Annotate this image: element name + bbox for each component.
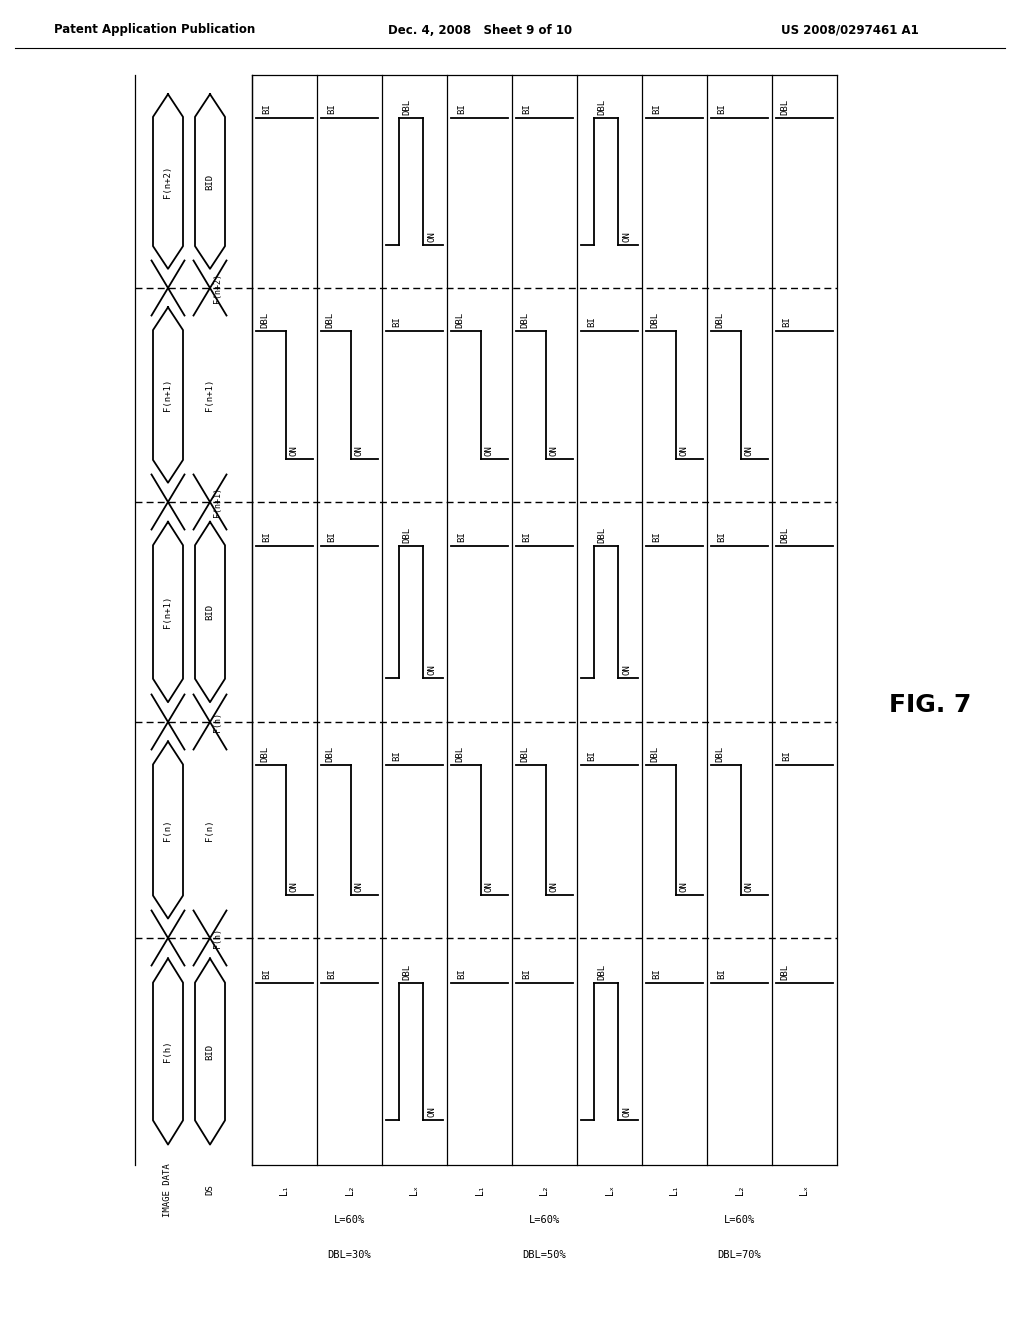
Text: DBL: DBL bbox=[715, 746, 724, 762]
Text: DBL: DBL bbox=[598, 527, 606, 543]
Text: Lₓ: Lₓ bbox=[800, 1185, 810, 1195]
Text: DBL: DBL bbox=[455, 312, 464, 327]
Text: ON: ON bbox=[427, 231, 436, 243]
Text: BI: BI bbox=[327, 103, 336, 114]
Text: ON: ON bbox=[550, 445, 559, 457]
Text: DBL: DBL bbox=[260, 746, 269, 762]
Text: BI: BI bbox=[717, 969, 726, 979]
Text: L₁: L₁ bbox=[670, 1185, 680, 1195]
Text: ON: ON bbox=[290, 880, 299, 892]
Text: ON: ON bbox=[354, 445, 364, 457]
Text: ON: ON bbox=[290, 445, 299, 457]
Text: DBL: DBL bbox=[402, 527, 412, 543]
Text: DS: DS bbox=[206, 1184, 214, 1196]
Text: BID: BID bbox=[206, 605, 214, 620]
Text: DBL: DBL bbox=[650, 312, 659, 327]
Text: BI: BI bbox=[522, 103, 531, 114]
Text: ON: ON bbox=[484, 880, 494, 892]
Text: ON: ON bbox=[680, 445, 688, 457]
Text: F(h): F(h) bbox=[164, 1040, 172, 1063]
Text: F(n): F(n) bbox=[206, 820, 214, 841]
Text: F(n+2): F(n+2) bbox=[164, 165, 172, 198]
Text: BI: BI bbox=[782, 751, 791, 762]
Text: ON: ON bbox=[427, 664, 436, 675]
Text: BI: BI bbox=[587, 315, 596, 327]
Text: L=60%: L=60% bbox=[528, 1214, 560, 1225]
Text: F(n+1): F(n+1) bbox=[206, 379, 214, 411]
Text: ON: ON bbox=[354, 880, 364, 892]
Text: DBL: DBL bbox=[650, 746, 659, 762]
Text: L₂: L₂ bbox=[734, 1185, 744, 1195]
Text: L₂: L₂ bbox=[344, 1185, 354, 1195]
Text: ON: ON bbox=[744, 445, 754, 457]
Text: DBL: DBL bbox=[780, 527, 790, 543]
Text: US 2008/0297461 A1: US 2008/0297461 A1 bbox=[781, 24, 919, 37]
Text: ON: ON bbox=[680, 880, 688, 892]
Text: BI: BI bbox=[782, 315, 791, 327]
Text: BI: BI bbox=[392, 315, 401, 327]
Text: BI: BI bbox=[717, 103, 726, 114]
Text: F(n+1): F(n+1) bbox=[213, 487, 222, 517]
Text: BID: BID bbox=[206, 173, 214, 190]
Text: F(n): F(n) bbox=[213, 711, 222, 733]
Text: ON: ON bbox=[622, 664, 631, 675]
Text: DBL: DBL bbox=[455, 746, 464, 762]
Text: L=60%: L=60% bbox=[724, 1214, 755, 1225]
Text: ON: ON bbox=[484, 445, 494, 457]
Text: L₁: L₁ bbox=[474, 1185, 484, 1195]
Text: DBL=70%: DBL=70% bbox=[718, 1250, 762, 1261]
Text: BI: BI bbox=[717, 531, 726, 543]
Text: DBL: DBL bbox=[598, 965, 606, 981]
Text: DBL: DBL bbox=[598, 99, 606, 115]
Text: DBL: DBL bbox=[402, 99, 412, 115]
Text: F(n): F(n) bbox=[164, 820, 172, 841]
Text: ON: ON bbox=[550, 880, 559, 892]
Text: BID: BID bbox=[206, 1043, 214, 1060]
Text: ON: ON bbox=[622, 1106, 631, 1117]
Text: BI: BI bbox=[457, 969, 466, 979]
Text: DBL: DBL bbox=[780, 99, 790, 115]
Text: DBL: DBL bbox=[715, 312, 724, 327]
Text: DBL: DBL bbox=[520, 746, 529, 762]
Text: F(n+2): F(n+2) bbox=[213, 273, 222, 304]
Text: ON: ON bbox=[427, 1106, 436, 1117]
Text: F(h): F(h) bbox=[213, 928, 222, 948]
Text: Patent Application Publication: Patent Application Publication bbox=[54, 24, 256, 37]
Text: DBL: DBL bbox=[260, 312, 269, 327]
Text: BI: BI bbox=[652, 103, 662, 114]
Text: DBL: DBL bbox=[325, 312, 334, 327]
Text: BI: BI bbox=[262, 531, 271, 543]
Text: DBL=30%: DBL=30% bbox=[328, 1250, 372, 1261]
Text: BI: BI bbox=[652, 531, 662, 543]
Text: BI: BI bbox=[522, 531, 531, 543]
Text: F(n+1): F(n+1) bbox=[164, 379, 172, 411]
Text: BI: BI bbox=[587, 751, 596, 762]
Text: L₂: L₂ bbox=[540, 1185, 550, 1195]
Text: Lₓ: Lₓ bbox=[410, 1185, 420, 1195]
Text: DBL=50%: DBL=50% bbox=[522, 1250, 566, 1261]
Text: BI: BI bbox=[262, 103, 271, 114]
Text: F(n+1): F(n+1) bbox=[164, 595, 172, 628]
Text: BI: BI bbox=[457, 103, 466, 114]
Text: L₁: L₁ bbox=[280, 1185, 290, 1195]
Text: DBL: DBL bbox=[402, 965, 412, 981]
Text: FIG. 7: FIG. 7 bbox=[889, 693, 971, 717]
Text: BI: BI bbox=[327, 969, 336, 979]
Text: BI: BI bbox=[522, 969, 531, 979]
Text: ON: ON bbox=[622, 231, 631, 243]
Text: BI: BI bbox=[457, 531, 466, 543]
Text: DBL: DBL bbox=[520, 312, 529, 327]
Text: BI: BI bbox=[327, 531, 336, 543]
Text: DBL: DBL bbox=[780, 965, 790, 981]
Text: DBL: DBL bbox=[325, 746, 334, 762]
Text: IMAGE DATA: IMAGE DATA bbox=[164, 1163, 172, 1217]
Text: BI: BI bbox=[392, 751, 401, 762]
Text: L=60%: L=60% bbox=[334, 1214, 366, 1225]
Text: BI: BI bbox=[262, 969, 271, 979]
Text: Dec. 4, 2008   Sheet 9 of 10: Dec. 4, 2008 Sheet 9 of 10 bbox=[388, 24, 572, 37]
Text: BI: BI bbox=[652, 969, 662, 979]
Text: Lₓ: Lₓ bbox=[604, 1185, 614, 1195]
Text: ON: ON bbox=[744, 880, 754, 892]
